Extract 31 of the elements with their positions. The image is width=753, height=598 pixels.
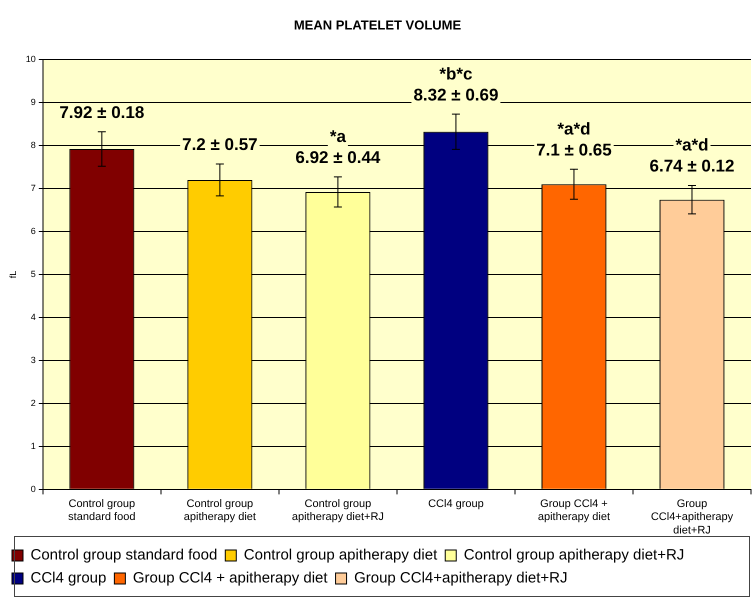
y-axis-title: fL [8, 270, 18, 278]
data-label: *b*c 8.32 ± 0.69 [413, 64, 498, 104]
legend-label: CCl4 group [30, 570, 106, 587]
y-tick-label: 8 [30, 140, 36, 150]
data-label: *a 6.92 ± 0.44 [295, 127, 381, 168]
y-tick-label: 3 [30, 354, 36, 365]
y-tick-label: 2 [30, 398, 36, 408]
chart-title: MEAN PLATELET VOLUME [294, 17, 462, 32]
legend-label: Group CCl4+apitherapy diet+RJ [354, 570, 568, 587]
legend-label: Group CCl4 + apitherapy diet [132, 570, 328, 587]
y-tick-label: 1 [30, 440, 36, 451]
data-label: *a*d 7.1 ± 0.65 [536, 119, 612, 160]
x-tick-label: Control group apitherapy diet+RJ [292, 498, 384, 524]
y-tick-label: 0 [30, 484, 36, 494]
legend-label: Control group standard food [30, 546, 218, 564]
x-tick-label: Control group standard food [68, 498, 136, 524]
data-label: 7.2 ± 0.57 [182, 135, 258, 154]
y-tick-label: 6 [30, 226, 36, 236]
x-tick-label: Control group apitherapy diet [184, 498, 256, 524]
legend-label: Control group apitherapy diet [244, 546, 438, 564]
x-tick-label: CCl4 group [428, 498, 484, 510]
legend-label: Control group apitherapy diet+RJ [464, 546, 684, 564]
y-tick-label: 4 [30, 312, 36, 322]
y-tick-label: 5 [30, 268, 36, 279]
y-tick-label: 7 [30, 183, 36, 194]
data-label: *a*d 6.74 ± 0.12 [650, 136, 734, 176]
x-tick-label: Group CCl4+apitherapy diet+RJ [650, 498, 734, 536]
y-tick-label: 9 [30, 97, 36, 108]
y-tick-label: 10 [26, 54, 36, 64]
x-tick-label: Group CCl4 + apitherapy diet [538, 498, 610, 524]
data-label: 7.92 ± 0.18 [59, 102, 144, 122]
